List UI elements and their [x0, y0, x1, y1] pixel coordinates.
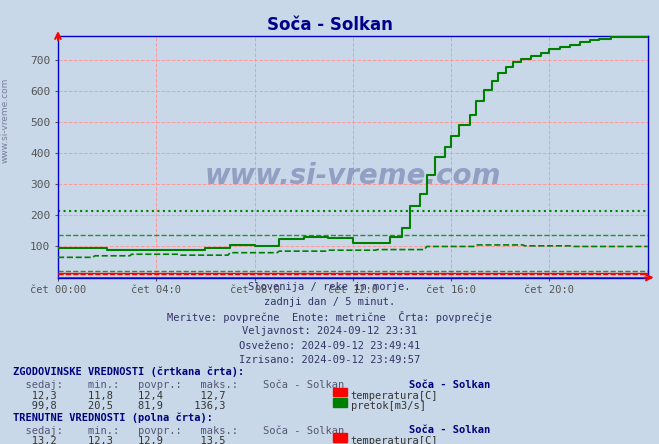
Text: Izrisano: 2024-09-12 23:49:57: Izrisano: 2024-09-12 23:49:57 [239, 355, 420, 365]
Text: zadnji dan / 5 minut.: zadnji dan / 5 minut. [264, 297, 395, 307]
Text: Osveženo: 2024-09-12 23:49:41: Osveženo: 2024-09-12 23:49:41 [239, 341, 420, 351]
Text: temperatura[C]: temperatura[C] [351, 436, 438, 444]
Text: Soča - Solkan: Soča - Solkan [409, 380, 490, 390]
Text: sedaj:    min.:   povpr.:   maks.:    Soča - Solkan: sedaj: min.: povpr.: maks.: Soča - Solka… [13, 380, 345, 390]
Text: 12,3     11,8    12,4      12,7: 12,3 11,8 12,4 12,7 [13, 391, 225, 401]
Text: Meritve: povprečne  Enote: metrične  Črta: povprečje: Meritve: povprečne Enote: metrične Črta:… [167, 311, 492, 323]
Text: Soča - Solkan: Soča - Solkan [266, 16, 393, 34]
Text: 99,8     20,5    81,9     136,3: 99,8 20,5 81,9 136,3 [13, 401, 225, 411]
Text: ZGODOVINSKE VREDNOSTI (črtkana črta):: ZGODOVINSKE VREDNOSTI (črtkana črta): [13, 366, 244, 377]
Text: 13,2     12,3    12,9      13,5: 13,2 12,3 12,9 13,5 [13, 436, 225, 444]
Text: www.si-vreme.com: www.si-vreme.com [1, 77, 10, 163]
Text: sedaj:    min.:   povpr.:   maks.:    Soča - Solkan: sedaj: min.: povpr.: maks.: Soča - Solka… [13, 425, 345, 436]
Text: Slovenija / reke in morje.: Slovenija / reke in morje. [248, 282, 411, 292]
Text: www.si-vreme.com: www.si-vreme.com [205, 162, 501, 190]
Text: temperatura[C]: temperatura[C] [351, 391, 438, 401]
Text: Soča - Solkan: Soča - Solkan [409, 425, 490, 436]
Text: pretok[m3/s]: pretok[m3/s] [351, 401, 426, 411]
Text: Veljavnost: 2024-09-12 23:31: Veljavnost: 2024-09-12 23:31 [242, 326, 417, 336]
Text: TRENUTNE VREDNOSTI (polna črta):: TRENUTNE VREDNOSTI (polna črta): [13, 412, 213, 423]
